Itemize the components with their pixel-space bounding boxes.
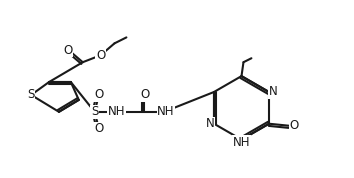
Text: N: N <box>269 85 277 98</box>
Text: NH: NH <box>233 136 250 149</box>
Text: O: O <box>289 119 298 132</box>
Text: O: O <box>141 88 150 101</box>
Text: O: O <box>94 88 103 101</box>
Text: N: N <box>206 117 215 130</box>
Text: NH: NH <box>108 105 125 118</box>
Text: NH: NH <box>157 105 175 118</box>
Text: O: O <box>94 122 103 135</box>
Text: O: O <box>96 49 105 62</box>
Text: S: S <box>91 105 98 118</box>
Text: S: S <box>28 88 35 101</box>
Text: O: O <box>63 44 73 57</box>
